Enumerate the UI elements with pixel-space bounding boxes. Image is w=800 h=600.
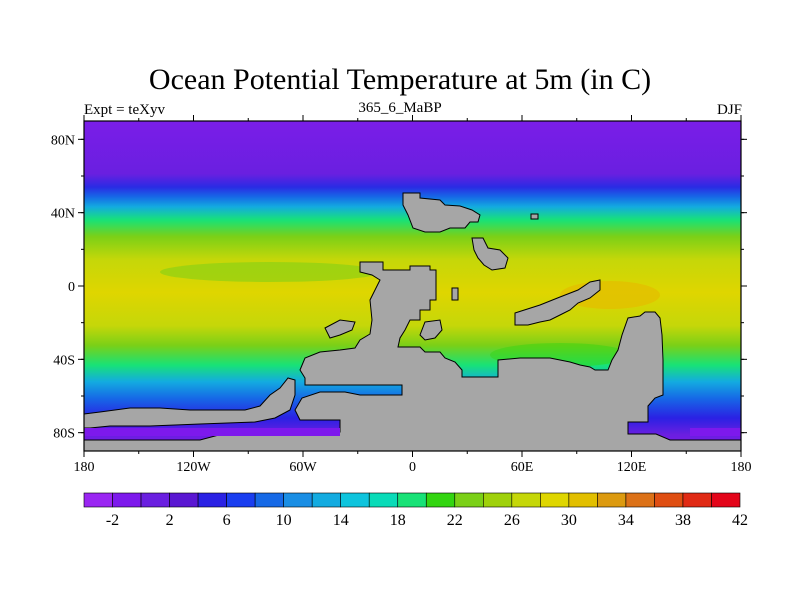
colorbar-swatch bbox=[140, 492, 170, 508]
colorbar-swatch bbox=[169, 492, 199, 508]
colorbar-swatch bbox=[654, 492, 684, 508]
colorbar-swatch bbox=[425, 492, 456, 508]
land-islet-west bbox=[324, 319, 356, 339]
x-tick-label: 180 bbox=[74, 460, 95, 475]
period-label: 365_6_MaBP bbox=[358, 100, 442, 116]
x-tick-label: 60W bbox=[289, 460, 317, 475]
colorbar-swatch bbox=[682, 492, 712, 508]
cool-tongue-region bbox=[160, 262, 380, 282]
colorbar-swatch bbox=[112, 492, 142, 508]
colorbar-label: 30 bbox=[561, 512, 577, 529]
colorbar-swatch bbox=[226, 492, 256, 508]
land-northern-block bbox=[402, 192, 481, 233]
polar-coastal-patches bbox=[84, 428, 741, 436]
season-label: DJF bbox=[716, 102, 742, 118]
colorbar-label: 10 bbox=[276, 512, 292, 529]
colorbar-swatch bbox=[625, 492, 655, 508]
colorbar-label: 6 bbox=[223, 512, 231, 529]
x-tick-label: 0 bbox=[409, 460, 416, 475]
land-islet bbox=[530, 213, 539, 220]
colorbar-label: 14 bbox=[333, 512, 349, 529]
y-tick-label: 40N bbox=[51, 207, 75, 222]
colorbar-swatch bbox=[311, 492, 341, 508]
y-tick-label: 40S bbox=[53, 353, 75, 368]
colorbar-swatch bbox=[568, 492, 598, 508]
colorbar-label: -2 bbox=[106, 512, 119, 529]
colorbar-label: 38 bbox=[675, 512, 691, 529]
colorbar-label: 22 bbox=[447, 512, 463, 529]
colorbar-swatch bbox=[711, 492, 741, 508]
y-axis: 80N 40N 0 40S 80S bbox=[51, 133, 747, 442]
y-tick-label: 80N bbox=[51, 133, 75, 148]
y-tick-label: 80S bbox=[53, 427, 75, 442]
x-tick-label: 180 bbox=[731, 460, 752, 475]
colorbar-label: 34 bbox=[618, 512, 634, 529]
colorbar-label: 2 bbox=[166, 512, 174, 529]
x-tick-label: 120E bbox=[617, 460, 647, 475]
x-tick-label: 120W bbox=[176, 460, 211, 475]
colorbar-swatch bbox=[254, 492, 284, 508]
x-tick-label: 60E bbox=[511, 460, 534, 475]
land-masses bbox=[83, 192, 742, 452]
land-island-northeast bbox=[471, 237, 509, 271]
colorbar-swatch bbox=[454, 492, 484, 508]
colorbar-swatch bbox=[540, 492, 570, 508]
polar-patch-east bbox=[690, 428, 741, 436]
land-islet-central bbox=[419, 319, 443, 341]
colorbar-label: 42 bbox=[732, 512, 748, 529]
polar-patch-west bbox=[84, 428, 340, 436]
colorbar: -2 2 6 10 14 18 22 26 30 34 38 42 bbox=[83, 492, 748, 529]
land-gondwana bbox=[83, 261, 742, 452]
colorbar-swatch bbox=[83, 492, 113, 508]
map-title: Ocean Potential Temperature at 5m (in C) bbox=[148, 63, 652, 96]
land-island-central bbox=[451, 287, 459, 301]
colorbar-swatch bbox=[397, 492, 427, 508]
colorbar-label: 18 bbox=[390, 512, 406, 529]
colorbar-swatch bbox=[340, 492, 370, 508]
colorbar-swatch bbox=[368, 492, 399, 508]
colorbar-swatch bbox=[483, 492, 513, 508]
colorbar-swatch bbox=[283, 492, 313, 508]
experiment-label: Expt = teXyv bbox=[84, 102, 165, 118]
y-tick-label: 0 bbox=[68, 280, 75, 295]
land-southern-strip bbox=[83, 377, 296, 429]
colorbar-swatch bbox=[597, 492, 627, 508]
colorbar-swatch bbox=[511, 492, 541, 508]
x-axis: 180 120W 60W 0 60E 120E 180 bbox=[74, 115, 752, 475]
colorbar-swatch bbox=[197, 492, 227, 508]
land-eastern-arc bbox=[514, 279, 601, 326]
colorbar-label: 26 bbox=[504, 512, 520, 529]
